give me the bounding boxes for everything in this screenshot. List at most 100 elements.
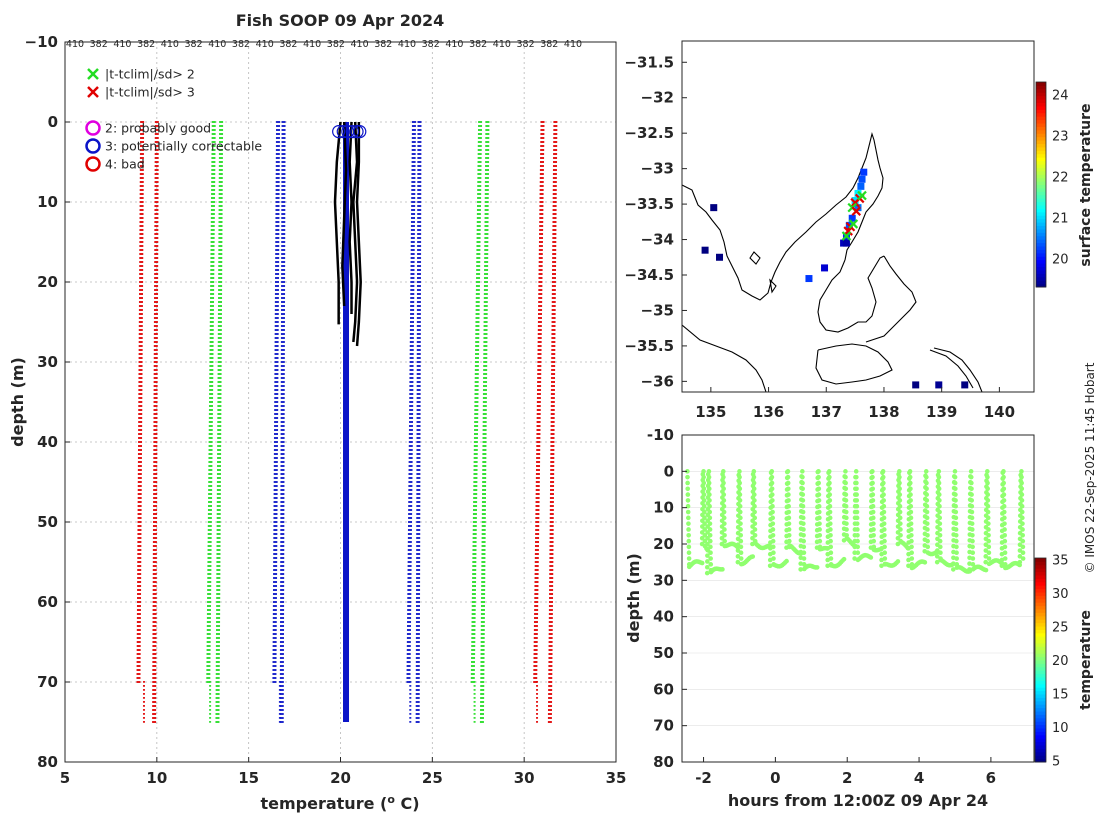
climatology-marker [275,197,280,199]
climatology-marker [480,689,485,691]
climatology-marker [480,641,485,643]
coastline-path [769,278,777,294]
climatology-marker [154,253,159,255]
climatology-marker [274,337,279,339]
climatology-marker [207,557,212,559]
climatology-marker [483,373,488,375]
climatology-marker [409,329,414,331]
climatology-marker [137,465,142,467]
climatology-marker [481,509,486,511]
climatology-marker [152,713,157,715]
climatology-marker [471,593,476,595]
climatology-marker [417,245,422,247]
climatology-marker [534,569,539,571]
cast-point [767,563,773,569]
climatology-marker [279,685,284,687]
climatology-marker [138,333,143,335]
climatology-marker [552,229,557,231]
climatology-marker [139,249,144,251]
climatology-marker [154,297,159,299]
climatology-marker [484,213,489,215]
cast-point [800,503,806,509]
climatology-marker [481,521,486,523]
climatology-marker [417,157,422,159]
climatology-marker [273,517,278,519]
climatology-marker [553,129,558,131]
climatology-marker [535,481,540,483]
cast-point [816,480,822,486]
climatology-marker [534,617,539,619]
climatology-marker [137,493,142,495]
climatology-marker [281,217,286,219]
clim-3sd-high [533,121,545,723]
climatology-marker [551,365,556,367]
climatology-marker [409,389,414,391]
climatology-marker [534,565,539,567]
clim-1sd-high [406,121,416,723]
legend-label: |t-tclim|/sd> 2 [105,67,195,82]
climatology-marker [474,405,479,407]
climatology-marker [206,669,211,671]
climatology-marker [153,389,158,391]
climatology-marker [152,605,157,607]
climatology-marker [137,593,142,595]
cast-point [720,567,725,572]
climatology-marker [275,137,280,139]
climatology-marker [472,537,477,539]
cast-point [1002,544,1008,550]
climatology-marker [480,633,485,635]
colorbar-swatch [1035,728,1046,732]
climatology-marker [484,241,489,243]
climatology-marker [217,449,222,451]
cast-point [952,469,958,474]
cast-point [843,492,849,497]
sst-point [854,204,862,212]
climatology-marker [273,581,278,583]
climatology-marker [480,617,485,619]
climatology-marker [154,149,159,151]
climatology-marker [138,325,143,327]
climatology-marker [479,717,484,719]
cast-point [702,521,707,526]
colorbar-swatch [1036,82,1046,86]
colorbar-swatch [1036,232,1046,237]
cast-point [828,550,834,556]
climatology-marker [153,501,158,503]
climatology-marker [406,641,411,643]
legend-label: 4: bad [105,157,145,172]
climatology-marker [218,297,223,299]
climatology-marker [211,181,216,183]
climatology-marker [208,497,213,499]
colorbar-swatch [1035,711,1046,715]
climatology-marker [280,473,285,475]
climatology-marker [537,321,542,323]
climatology-marker [273,501,278,503]
climatology-marker [416,289,421,291]
climatology-marker [417,121,422,123]
climatology-marker [551,369,556,371]
climatology-marker [549,517,554,519]
climatology-marker [473,497,478,499]
climatology-marker [407,573,412,575]
climatology-marker [216,573,221,575]
cast-point [770,532,776,538]
climatology-marker [476,229,481,231]
climatology-marker [416,337,421,339]
climatology-marker [474,373,479,375]
climatology-marker [407,561,412,563]
climatology-marker [551,357,556,359]
climatology-marker [280,377,285,379]
cast-point [737,492,743,497]
climatology-marker [275,201,280,203]
climatology-marker [548,613,553,615]
climatology-marker [281,293,286,295]
cast-point [937,515,943,521]
qc-flag-stroke [841,231,852,241]
climatology-marker [470,673,475,675]
climatology-marker [216,497,221,499]
cast-point [844,521,849,526]
climatology-marker [536,421,541,423]
climatology-marker [540,141,545,143]
colorbar-swatch [1036,146,1046,151]
map-points [701,168,969,389]
